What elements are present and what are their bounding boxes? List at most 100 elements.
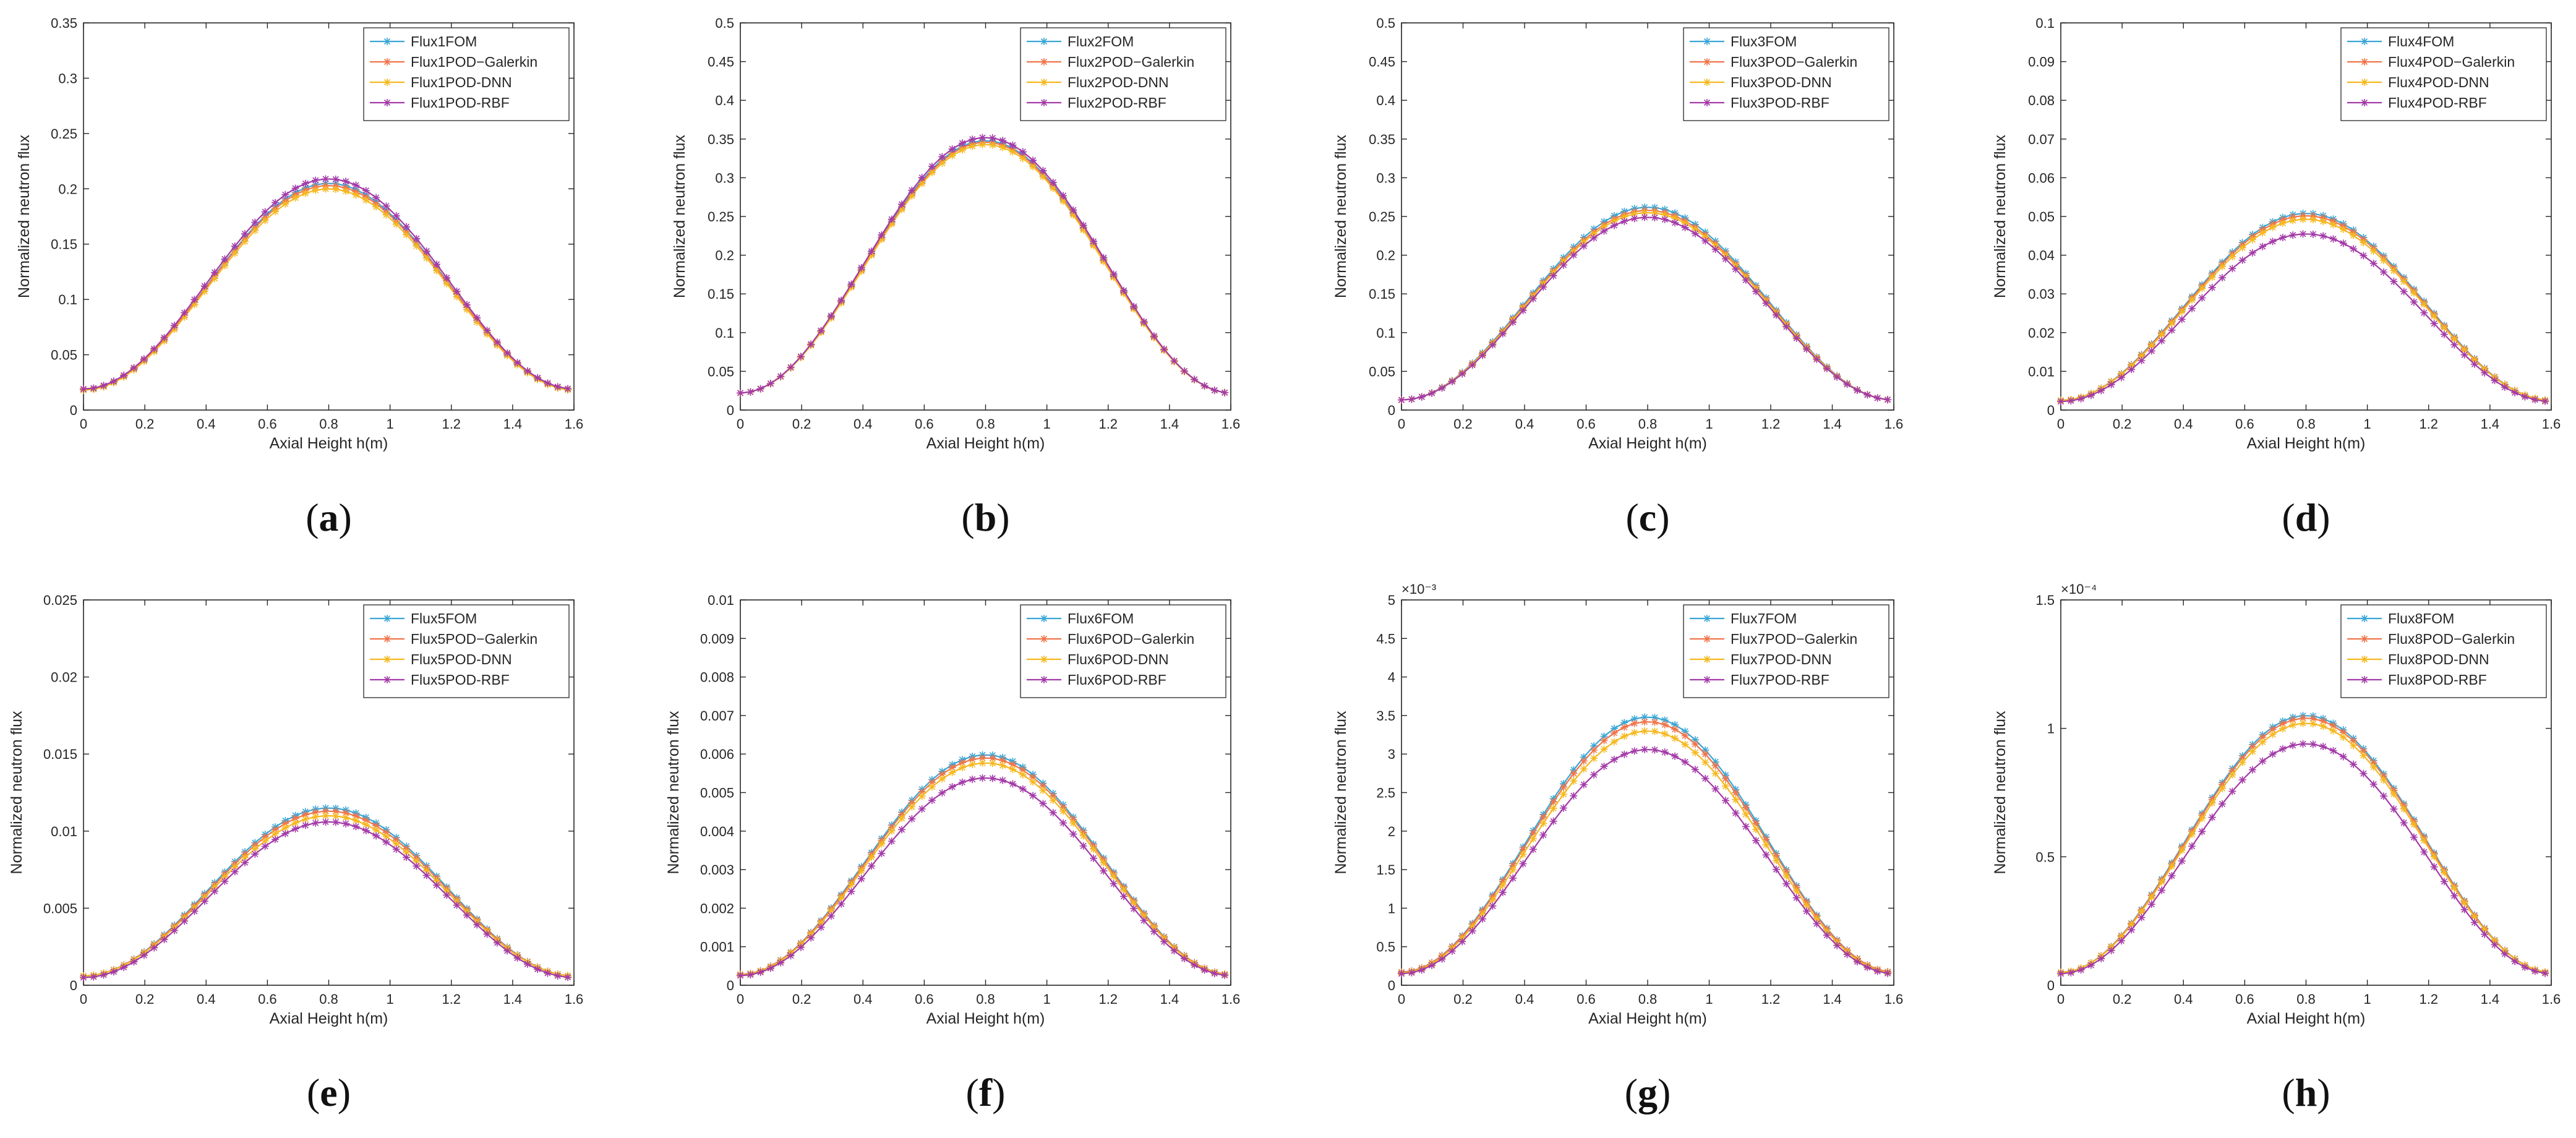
data-point-marker — [291, 825, 299, 833]
x-axis-label: Axial Height h(m) — [2247, 1010, 2366, 1027]
legend-label: Flux3FOM — [1731, 33, 1797, 49]
data-point-marker — [483, 930, 491, 938]
data-point-marker — [908, 798, 916, 806]
y-tick-label: 2.5 — [1376, 785, 1395, 801]
data-point-marker — [1110, 872, 1118, 880]
legend-marker — [1703, 58, 1711, 66]
series-line — [1401, 716, 1888, 973]
y-tick-label: 2 — [1388, 824, 1395, 839]
legend-label: Flux8POD-DNN — [2388, 651, 2489, 667]
data-point-marker — [1853, 957, 1861, 965]
data-point-marker — [2521, 963, 2529, 971]
x-axis-label: Axial Height h(m) — [2247, 435, 2366, 452]
data-point-marker — [2117, 374, 2125, 382]
y-tick-label: 0.35 — [51, 15, 77, 31]
chart-panel-g: 0 0.2 0.4 0.6 0.8 1 1.2 1.4 1.6 0 0.5 1 1.5 2 2.5 3 3.5 4… — [1332, 581, 1903, 1114]
data-point-marker — [2390, 278, 2398, 286]
data-point-marker — [1732, 795, 1740, 803]
series-pod-rbf — [80, 175, 572, 393]
data-point-marker — [453, 288, 461, 296]
data-point-marker — [1119, 892, 1128, 901]
legend-label: Flux2POD-DNN — [1068, 74, 1169, 90]
data-point-marker — [1661, 748, 1669, 756]
x-axis-label: Axial Height h(m) — [926, 1010, 1045, 1027]
data-point-marker — [2299, 230, 2307, 238]
legend-box — [1683, 27, 1889, 121]
series-line — [740, 754, 1225, 975]
x-tick-label: 0.6 — [1577, 991, 1596, 1007]
x-tick-label: 0.8 — [319, 991, 338, 1007]
series-line — [2060, 215, 2546, 401]
data-point-marker — [251, 845, 259, 853]
data-point-marker — [1742, 804, 1750, 812]
data-point-marker — [969, 760, 977, 768]
data-point-marker — [1029, 773, 1037, 781]
data-point-marker — [1853, 386, 1861, 394]
legend-label: Flux6FOM — [1068, 610, 1134, 627]
x-tick-label: 0.6 — [258, 416, 277, 432]
data-point-marker — [2188, 304, 2196, 312]
y-tick-label: 0.3 — [58, 71, 77, 86]
data-point-marker — [1009, 141, 1017, 149]
x-tick-label: 0.8 — [2296, 416, 2316, 432]
data-point-marker — [2339, 753, 2347, 761]
series-pod-rbf — [2057, 230, 2549, 406]
data-point-marker — [332, 807, 340, 815]
data-point-marker — [1079, 226, 1087, 234]
data-point-marker — [1580, 242, 1588, 250]
data-point-marker — [322, 185, 330, 193]
series-line — [83, 810, 568, 977]
x-tick-label: 1 — [1043, 416, 1051, 432]
chart-panel-c: 0 0.2 0.4 0.6 0.8 1 1.2 1.4 1.6 0 0.05 0.1 0.15 0.2 0.… — [1332, 15, 1903, 539]
data-point-marker — [1651, 213, 1659, 221]
data-point-marker — [756, 385, 764, 393]
data-point-marker — [1681, 740, 1689, 748]
data-point-marker — [503, 947, 511, 955]
data-point-marker — [1681, 727, 1689, 735]
data-point-marker — [2430, 312, 2438, 320]
x-tick-label: 0.4 — [2174, 416, 2193, 432]
data-point-marker — [2077, 395, 2085, 403]
data-point-marker — [352, 812, 360, 820]
data-point-marker — [2228, 771, 2236, 779]
data-point-marker — [322, 807, 330, 815]
y-tick-label: 0.008 — [700, 670, 734, 685]
data-point-marker — [2299, 719, 2307, 727]
legend-marker — [1703, 635, 1711, 643]
data-point-marker — [2299, 740, 2307, 748]
data-point-marker — [1711, 762, 1719, 770]
series-pod-rbf — [1398, 745, 1892, 978]
data-point-marker — [777, 959, 785, 967]
y-tick-label: 1 — [2047, 721, 2055, 737]
data-point-marker — [737, 389, 744, 397]
data-point-marker — [2087, 391, 2095, 400]
data-point-marker — [958, 764, 966, 772]
data-point-marker — [1059, 197, 1068, 205]
panel-letter: e — [320, 1071, 337, 1114]
series-pod-galerkin — [737, 138, 1229, 397]
data-point-marker — [2279, 234, 2287, 242]
data-point-marker — [1691, 229, 1699, 237]
data-point-marker — [2178, 307, 2186, 315]
data-point-marker — [1651, 714, 1659, 722]
y-tick-label: 0.35 — [708, 132, 734, 147]
data-point-marker — [403, 848, 411, 856]
y-axis-label: Normalized neutron flux — [8, 711, 25, 875]
y-exponent-label: ×10⁻³ — [1401, 581, 1436, 597]
series-pod-dnn — [2057, 215, 2549, 404]
chart-panel-h: 0 0.2 0.4 0.6 0.8 1 1.2 1.4 1.6 0 0.5 1 1.5 ×10⁻⁴ Axia… — [1992, 581, 2561, 1114]
data-point-marker — [342, 813, 350, 821]
data-point-marker — [2137, 907, 2146, 915]
data-point-marker — [2319, 743, 2327, 751]
data-point-marker — [382, 211, 390, 219]
data-point-marker — [837, 296, 845, 304]
data-point-marker — [544, 379, 552, 387]
data-point-marker — [868, 251, 876, 259]
data-point-marker — [352, 191, 360, 199]
data-point-marker — [190, 301, 199, 309]
data-point-marker — [463, 306, 471, 314]
data-point-marker — [1661, 211, 1669, 219]
legend-marker — [2361, 615, 2368, 622]
data-point-marker — [1772, 857, 1780, 865]
data-point-marker — [261, 842, 269, 850]
